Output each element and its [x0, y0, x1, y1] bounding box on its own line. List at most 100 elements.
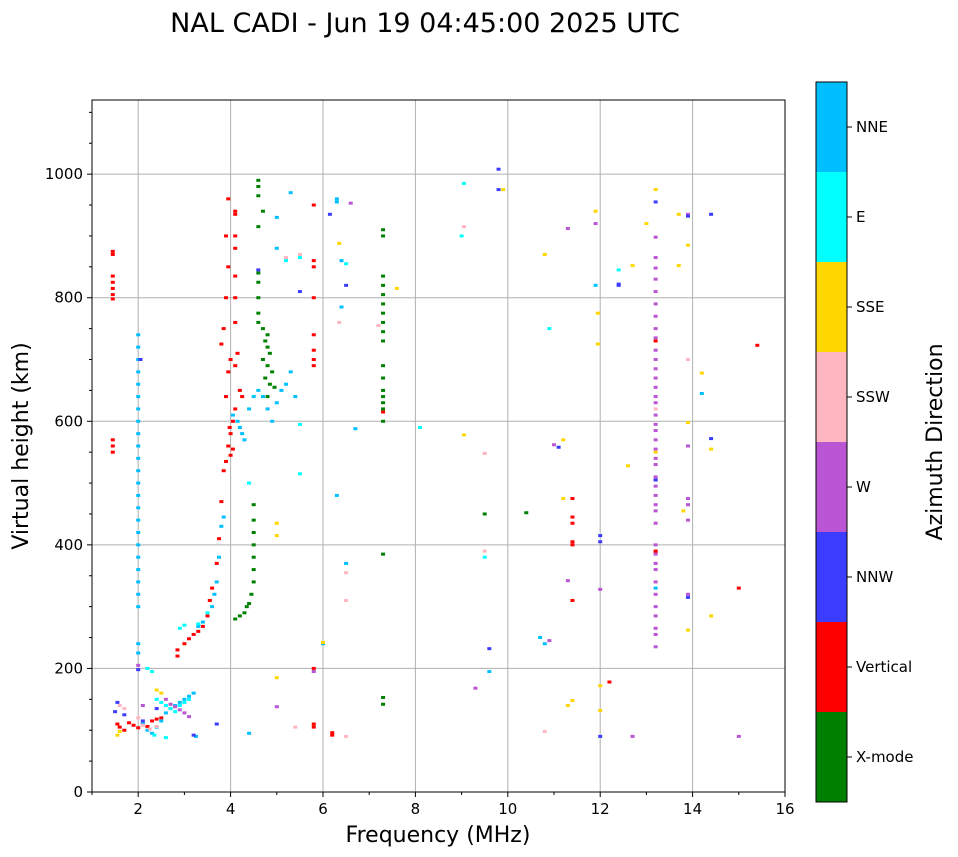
- data-point-sse: [570, 699, 575, 703]
- data-point-nne: [217, 555, 222, 559]
- data-point-x-mode: [381, 283, 386, 287]
- data-point-ssw: [344, 734, 349, 738]
- data-point-sse: [274, 521, 279, 525]
- colorbar-tick-label: NNE: [856, 118, 888, 136]
- data-point-x-mode: [381, 293, 386, 297]
- data-point-w: [653, 395, 658, 399]
- data-point-x-mode: [381, 419, 386, 423]
- data-point-sse: [115, 733, 120, 737]
- data-point-ssw: [482, 549, 487, 553]
- colorbar-segment-nnw: [816, 532, 847, 622]
- data-point-e: [196, 622, 201, 626]
- data-point-vertical: [228, 358, 233, 361]
- data-point-w: [653, 645, 658, 649]
- colorbar-segment-vertical: [816, 622, 847, 712]
- data-point-w: [736, 734, 741, 738]
- data-point-e: [177, 704, 182, 707]
- data-point-e: [284, 259, 289, 263]
- data-point-w: [630, 734, 635, 738]
- colorbar-tick-label: W: [856, 478, 871, 496]
- data-point-vertical: [145, 725, 150, 729]
- data-point-sse: [595, 342, 600, 346]
- data-point-nnw: [115, 700, 120, 704]
- data-point-nne: [136, 358, 141, 361]
- data-point-ssw: [376, 324, 381, 328]
- data-point-vertical: [126, 721, 131, 725]
- data-point-w: [653, 543, 658, 547]
- data-point-sse: [699, 371, 704, 375]
- data-point-sse: [681, 509, 686, 513]
- colorbar-segment-ssw: [816, 352, 847, 442]
- data-point-w: [653, 302, 658, 306]
- data-point-sse: [117, 729, 122, 733]
- data-point-sse: [685, 243, 690, 247]
- x-tick-label: 10: [498, 800, 517, 818]
- data-point-w: [653, 401, 658, 405]
- data-point-nnw: [556, 445, 561, 449]
- data-point-e: [547, 327, 552, 331]
- data-point-nnw: [297, 290, 302, 294]
- data-point-sse: [685, 421, 690, 425]
- data-point-vertical: [131, 723, 136, 727]
- data-point-vertical: [233, 296, 238, 300]
- data-point-nnw: [136, 668, 141, 672]
- data-point-e: [182, 623, 187, 627]
- data-point-w: [565, 227, 570, 231]
- data-point-nnw: [344, 283, 349, 287]
- data-point-nne: [136, 395, 141, 399]
- data-point-sse: [274, 676, 279, 680]
- data-point-vertical: [110, 297, 115, 301]
- data-point-sse: [709, 447, 714, 451]
- data-point-vertical: [311, 265, 316, 269]
- data-point-ssw: [154, 725, 159, 729]
- data-point-sse: [595, 311, 600, 315]
- data-point-vertical: [311, 333, 316, 337]
- data-point-sse: [676, 212, 681, 216]
- data-point-nne: [288, 370, 293, 374]
- data-point-nne: [214, 580, 219, 584]
- data-point-sse: [653, 450, 658, 454]
- data-point-nnw: [598, 540, 603, 544]
- data-point-nne: [274, 246, 279, 250]
- data-point-nne: [265, 407, 270, 411]
- data-point-x-mode: [381, 274, 386, 278]
- data-point-nne: [136, 456, 141, 460]
- plot-frame: [91, 99, 786, 793]
- plot-area: 2 4 6 8 10 12 14 16 0 200 400 600 800 1000: [45, 99, 795, 818]
- data-point-nne: [260, 395, 265, 399]
- data-point-e: [187, 697, 192, 701]
- data-point-w: [168, 702, 173, 706]
- data-point-w: [653, 413, 658, 417]
- x-tick-label: 4: [226, 800, 236, 818]
- data-point-ssw: [653, 407, 658, 411]
- data-point-e: [168, 707, 173, 711]
- data-point-w: [685, 518, 690, 522]
- data-point-vertical: [381, 410, 386, 414]
- data-point-e: [159, 700, 164, 704]
- data-point-w: [653, 348, 658, 352]
- data-point-e: [247, 481, 252, 485]
- data-point-e: [150, 670, 155, 674]
- data-point-vertical: [230, 447, 235, 451]
- data-point-w: [173, 705, 178, 709]
- data-point-vertical: [230, 419, 235, 423]
- data-points: [110, 167, 760, 740]
- data-point-e: [173, 710, 178, 714]
- data-point-w: [653, 632, 658, 636]
- data-point-vertical: [570, 521, 575, 525]
- data-point-nne: [145, 728, 150, 732]
- data-point-nne: [339, 259, 344, 263]
- data-point-nne: [136, 651, 141, 655]
- data-point-vertical: [240, 395, 245, 399]
- data-point-sse: [565, 704, 570, 707]
- data-point-nne: [136, 580, 141, 584]
- data-point-vertical: [210, 586, 215, 590]
- data-point-w: [163, 697, 168, 701]
- data-point-nne: [136, 642, 141, 646]
- data-point-x-mode: [237, 614, 242, 618]
- data-point-nnw: [496, 167, 501, 171]
- colorbar-segment-e: [816, 172, 847, 262]
- data-point-x-mode: [249, 592, 254, 596]
- data-point-w: [653, 580, 658, 584]
- data-point-vertical: [226, 265, 231, 269]
